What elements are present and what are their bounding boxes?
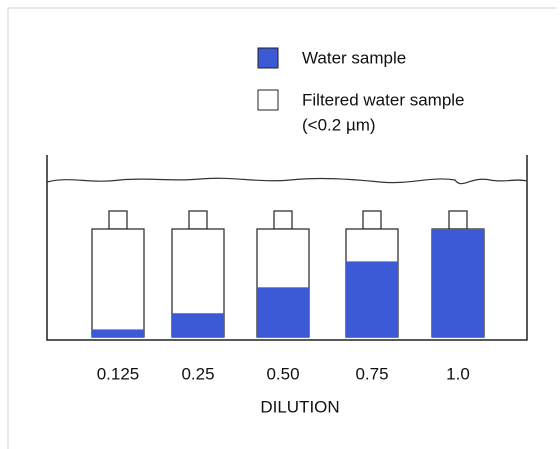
water-surface [46,177,528,185]
bottle-cap [448,210,468,230]
bottle-fill [172,313,224,337]
bottle-fill [92,329,144,337]
legend-swatch [257,47,279,69]
bottle-cap [362,210,382,230]
bottle-cap [188,210,208,230]
tank [46,155,528,341]
x-tick-label: 1.0 [446,364,470,383]
x-axis-label: DILUTION [260,397,339,416]
x-tick-label: 0.25 [181,364,214,383]
bottle-cap [273,210,293,230]
bottle-fill [346,261,398,337]
bottle [91,228,145,338]
bottle-fill [257,287,309,337]
x-tick-label: 0.50 [266,364,299,383]
legend-label: Filtered water sample [302,90,465,109]
bottle-cap [108,210,128,230]
legend-swatch [257,89,279,111]
bottle-fill [432,229,484,337]
x-tick-label: 0.75 [355,364,388,383]
legend-label: Water sample [302,48,406,67]
legend-note: (<0.2 µm) [302,115,376,134]
x-tick-label: 0.125 [97,364,140,383]
